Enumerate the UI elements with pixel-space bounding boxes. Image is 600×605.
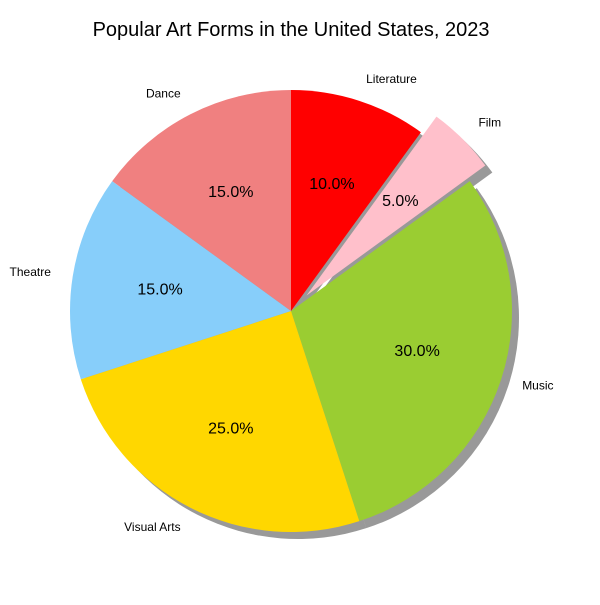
slice-percent-visual-arts: 25.0% <box>208 420 253 437</box>
label-layer: Music 30.0% Visual Arts 25.0% Theatre 15.0% Da… <box>10 72 554 534</box>
slice-percent-dance: 15.0% <box>208 184 253 201</box>
slice-label-literature: Literature <box>366 72 417 86</box>
slice-label-theatre: Theatre <box>10 265 52 279</box>
pie-slice-theatre <box>70 181 291 380</box>
slice-percent-theatre: 15.0% <box>137 281 182 298</box>
chart-title: Popular Art Forms in the United States, … <box>93 19 490 41</box>
slice-percent-film: 5.0% <box>382 193 418 210</box>
slice-layer <box>70 89 512 532</box>
pie-slice-film <box>306 116 486 296</box>
slice-label-film: Film <box>478 116 501 130</box>
slice-percent-literature: 10.0% <box>309 176 354 193</box>
slice-label-visual-arts: Visual Arts <box>124 520 180 534</box>
pie-slice-music <box>291 181 512 522</box>
pie-slice-visual-arts <box>80 311 360 532</box>
slice-label-dance: Dance <box>146 87 181 101</box>
pie-slice-literature <box>291 90 421 311</box>
slice-label-music: Music <box>522 378 553 392</box>
pie-slice-dance <box>112 89 292 311</box>
slice-percent-music: 30.0% <box>394 343 439 360</box>
